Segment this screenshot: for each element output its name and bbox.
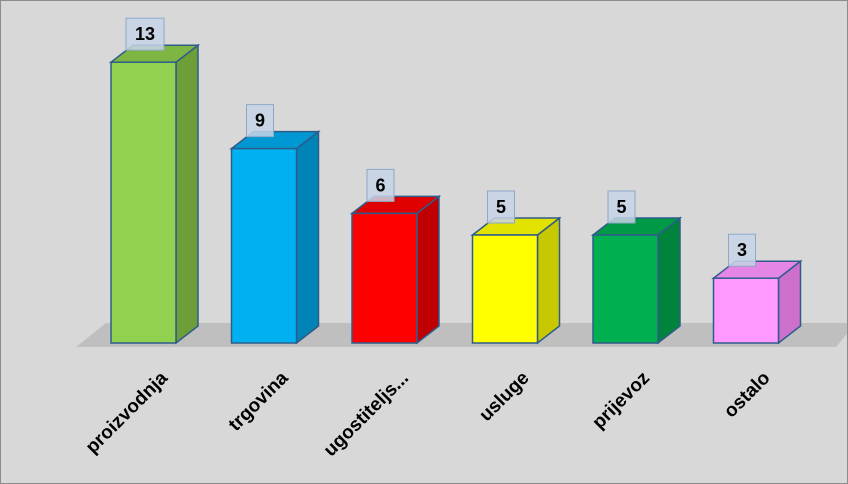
value-label: 6 — [366, 168, 395, 202]
value-labels-layer: 13 9 6 5 5 3 — [125, 17, 756, 267]
bar-prijevoz — [590, 216, 683, 345]
value-label-text: 9 — [255, 111, 265, 131]
value-label-text: 5 — [496, 197, 506, 217]
bar-proizvodnja — [108, 43, 201, 345]
bar-front-face — [110, 61, 177, 344]
bar-side-face — [657, 216, 681, 345]
value-label: 5 — [487, 190, 515, 224]
category-label: prijevoz — [588, 368, 654, 434]
bar-front-face — [592, 234, 659, 344]
value-label-text: 13 — [135, 24, 155, 44]
category-label: proizvodnja — [82, 367, 173, 458]
category-labels-layer: proizvodnja trgovina ugostiteljs... usluge p… — [82, 367, 775, 461]
value-label-box — [607, 190, 636, 224]
value-label: 3 — [728, 233, 756, 267]
bar-ostalo — [711, 259, 803, 345]
bar-front-face — [712, 277, 780, 344]
value-label: 9 — [246, 104, 274, 138]
category-label: ostalo — [720, 368, 774, 422]
value-label-text: 6 — [375, 175, 385, 195]
value-label-box — [125, 17, 165, 51]
bar-front-face — [351, 212, 418, 344]
bar-usluge — [470, 216, 562, 345]
bar-trgovina — [229, 130, 321, 345]
value-label-text: 3 — [737, 240, 747, 260]
value-label-text: 5 — [616, 197, 626, 217]
value-label: 13 — [125, 17, 165, 51]
bar-side-face — [295, 130, 320, 345]
category-label: trgovina — [225, 367, 293, 435]
category-label: usluge — [475, 368, 533, 426]
value-label-box — [728, 233, 756, 267]
bar-front-face — [471, 234, 539, 344]
bar-side-face — [175, 43, 199, 345]
value-label-box — [366, 168, 395, 202]
bars-layer — [108, 43, 803, 345]
bar-ugostiteljs... — [349, 194, 442, 345]
category-label: ugostiteljs... — [320, 368, 413, 461]
value-label: 5 — [607, 190, 636, 224]
value-label-box — [246, 104, 274, 138]
bar-side-face — [536, 216, 561, 345]
value-label-box — [487, 190, 515, 224]
bar-side-face — [416, 194, 440, 345]
bar-front-face — [230, 147, 298, 344]
